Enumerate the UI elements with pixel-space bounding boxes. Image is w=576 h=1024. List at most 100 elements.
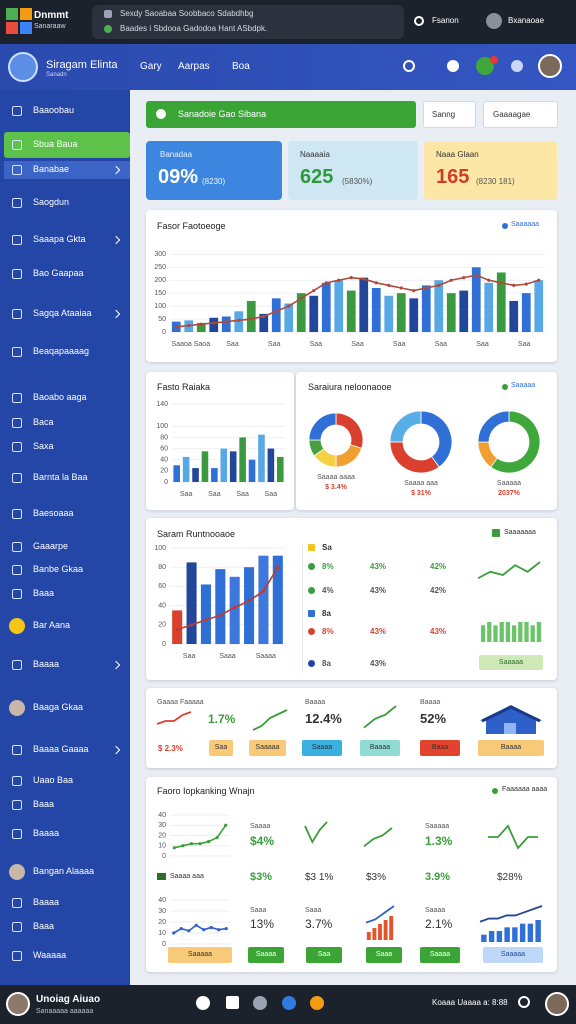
nav-item[interactable]: Bangan Alaaaa <box>33 866 95 876</box>
sidebar <box>0 90 130 985</box>
header-icon[interactable] <box>447 60 459 72</box>
notification[interactable] <box>92 5 404 39</box>
nav-item[interactable]: Baaaa <box>33 659 60 669</box>
badge[interactable]: Saaaaa <box>479 655 543 670</box>
header-icon[interactable] <box>511 60 523 72</box>
nav-icon <box>12 745 22 755</box>
nav-item[interactable]: Gaaarpe <box>33 541 69 551</box>
nav-item[interactable]: Beaqapaaaag <box>33 346 90 356</box>
legend-label: Saaaaaaa <box>504 529 536 536</box>
nav-item[interactable]: Saxa <box>33 441 54 451</box>
dock-icon[interactable] <box>518 996 530 1008</box>
nav-link[interactable]: Boa <box>232 61 250 72</box>
stat-text: $ 2.3% <box>158 744 183 753</box>
action-icon[interactable] <box>414 16 424 26</box>
nav-link[interactable]: Gary <box>140 61 162 72</box>
nav-icon <box>12 542 22 552</box>
nav-item[interactable]: Saogdun <box>33 197 70 207</box>
kpi-card <box>424 141 557 200</box>
avatar[interactable] <box>545 992 569 1016</box>
badge[interactable]: Baaa <box>420 740 460 756</box>
badge[interactable]: Saaaa <box>420 947 460 963</box>
nav-item[interactable]: Banabae <box>33 164 70 174</box>
row-icon <box>308 660 315 667</box>
badge[interactable]: Saaaaa <box>168 947 232 963</box>
nav-item[interactable]: Uaao Baa <box>33 775 74 785</box>
nav-icon <box>12 198 22 208</box>
filter[interactable] <box>483 101 558 128</box>
nav-item[interactable]: Waaaaa <box>33 950 67 960</box>
nav-icon <box>12 309 22 319</box>
badge[interactable]: Baaaa <box>478 740 544 756</box>
nav-item[interactable]: Baaoobau <box>33 105 75 115</box>
nav-item[interactable]: Baaaa Gaaaa <box>33 744 89 754</box>
stat-text: $28% <box>497 872 523 883</box>
nav-item[interactable]: Baaga Gkaa <box>33 702 84 712</box>
nav-item[interactable]: Baaaa <box>33 828 60 838</box>
nav-item[interactable]: Baaa <box>33 921 55 931</box>
nav-item[interactable]: Bar Aana <box>33 620 71 630</box>
nav-item[interactable]: Baaa <box>33 588 55 598</box>
badge[interactable]: Saa <box>209 740 233 756</box>
badge[interactable]: Baaaa <box>360 740 400 756</box>
header-icon[interactable] <box>403 60 415 72</box>
nav-item[interactable]: Baoabo aaga <box>33 392 87 402</box>
user[interactable]: Bxanaoae <box>508 16 545 25</box>
user-avatar[interactable] <box>538 54 562 78</box>
nav-icon <box>9 700 25 716</box>
kpi-value: 625 <box>300 166 334 188</box>
nav-item[interactable]: Baaaa <box>33 897 60 907</box>
nav-icon <box>12 473 22 483</box>
badge[interactable]: Saaaaa <box>483 947 543 963</box>
nav-icon <box>12 800 22 810</box>
nav-item[interactable]: Barnta la Baa <box>33 472 88 482</box>
legend-label: Saaaaa <box>511 382 536 389</box>
stat-text: $3 1% <box>305 872 334 883</box>
nav-item[interactable]: Baesoaaa <box>33 508 74 518</box>
dock-icon[interactable] <box>226 996 239 1009</box>
nav-icon <box>12 106 22 116</box>
badge[interactable]: Saaaa <box>302 740 342 756</box>
card-title: Fasor Faotoeoge <box>157 221 226 231</box>
dock-icon[interactable] <box>196 996 210 1010</box>
nav-icon <box>9 618 25 634</box>
row-value: 43% <box>370 562 387 571</box>
dock-icon[interactable] <box>253 996 267 1010</box>
nav-icon <box>12 660 22 670</box>
nav-item[interactable]: Saaapa Gkta <box>33 234 86 244</box>
nav-item[interactable]: Baaa <box>33 799 55 809</box>
dock-icon[interactable] <box>310 996 324 1010</box>
stat-text: Saaaaa <box>425 823 450 830</box>
nav-item[interactable]: Banbe Gkaa <box>33 564 84 574</box>
badge[interactable]: Saaa <box>366 947 402 963</box>
nav-icon <box>12 165 22 175</box>
filter[interactable] <box>423 101 476 128</box>
nav-item[interactable]: Sagqa Ataaiaa <box>33 308 92 318</box>
nav-item[interactable]: Baca <box>33 417 54 427</box>
brand: Dnmmt <box>34 10 69 21</box>
card-title: Saram Runtnooaoe <box>157 529 236 539</box>
stat-text: $3% <box>250 871 273 883</box>
row-value: 43% <box>430 627 447 636</box>
badge[interactable]: Saaaa <box>248 947 284 963</box>
stat-text: 13% <box>250 917 275 931</box>
divider <box>302 545 303 673</box>
nav-item[interactable]: Sbua Baua <box>33 139 78 149</box>
row-icon <box>308 563 315 570</box>
nav-item[interactable]: Bao Gaapaa <box>33 268 84 278</box>
avatar[interactable] <box>6 992 30 1016</box>
dock-icon[interactable] <box>282 996 296 1010</box>
nav-link[interactable]: Aarpas <box>178 61 210 72</box>
header-icon[interactable] <box>476 57 494 75</box>
stat-text: 3.7% <box>305 917 333 931</box>
nav-icon <box>12 347 22 357</box>
stat-text: Saaaa <box>425 907 446 914</box>
legend-icon <box>492 529 500 537</box>
brand-sub: Sanaraaw <box>34 23 66 30</box>
filter-label[interactable]: Gaaaagae <box>493 110 531 119</box>
avatar[interactable] <box>486 13 502 29</box>
badge[interactable]: Saa <box>306 947 342 963</box>
action[interactable]: Fsanon <box>432 16 459 25</box>
filter-label[interactable]: Sanng <box>432 110 456 119</box>
badge[interactable]: Saaaaa <box>249 740 286 756</box>
